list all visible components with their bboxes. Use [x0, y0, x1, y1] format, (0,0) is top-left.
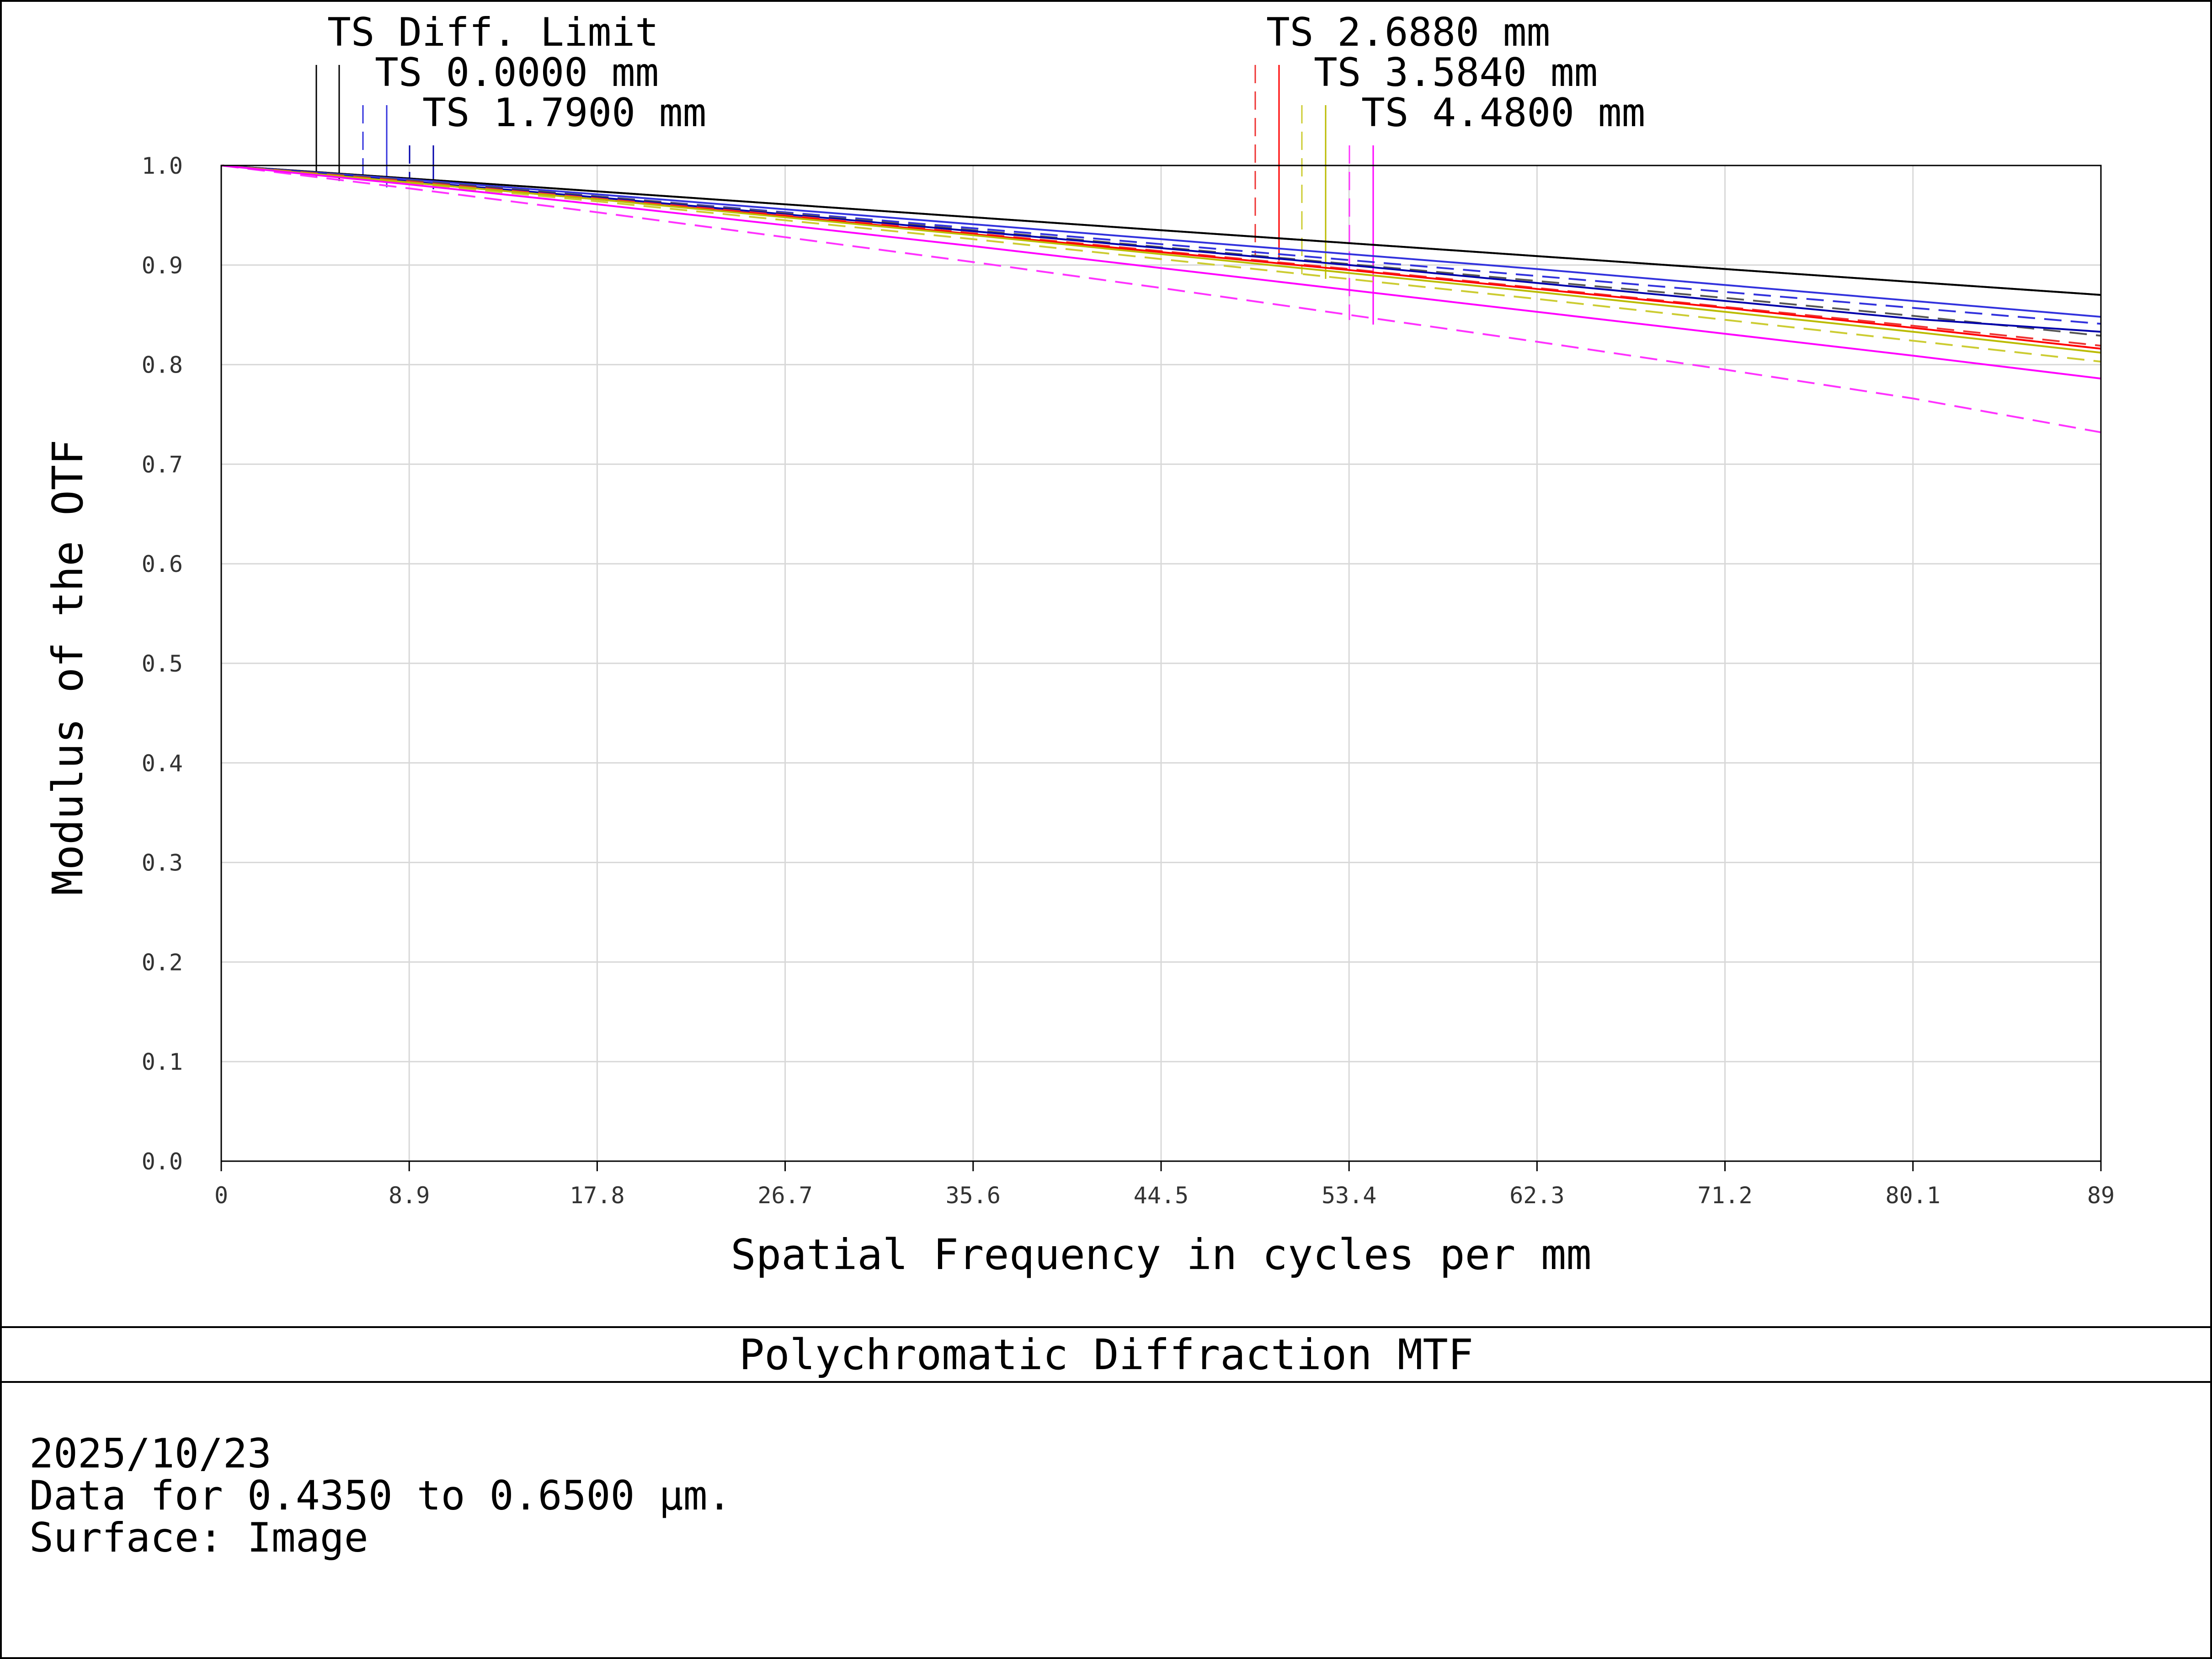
x-tick-label: 8.9	[389, 1182, 430, 1209]
x-tick-label: 35.6	[946, 1182, 1001, 1209]
y-tick-label: 0.2	[142, 949, 183, 976]
plot-grid	[220, 165, 2102, 1162]
footer-date: 2025/10/23	[29, 1430, 272, 1477]
y-tick-label: 0.6	[142, 551, 183, 577]
mtf-curve-t	[221, 165, 2101, 325]
y-tick-label: 0.5	[142, 651, 183, 677]
x-tick-label: 44.5	[1134, 1182, 1189, 1209]
y-tick-label: 0.0	[142, 1148, 183, 1175]
footer-wavelength-range: Data for 0.4350 to 0.6500 µm.	[29, 1472, 731, 1519]
y-tick-label: 0.9	[142, 252, 183, 279]
legend-label-diff-limit: TS Diff. Limit	[327, 10, 659, 55]
mtf-curve-t	[221, 165, 2101, 363]
y-tick-label: 0.1	[142, 1049, 183, 1075]
x-tick-label: 80.1	[1886, 1182, 1940, 1209]
x-tick-label: 89	[2087, 1182, 2115, 1209]
x-tick-label: 0	[214, 1182, 228, 1209]
legend-label-field-1p79mm: TS 1.7900 mm	[422, 90, 706, 136]
x-axis-ticks: 0 8.9 17.8 26.7 35.6 44.5 53.4 62.3 71.2 80.1 89	[214, 1161, 2115, 1209]
y-tick-label: 0.4	[142, 750, 183, 777]
y-axis-title: Modulus of the OTF	[43, 440, 92, 896]
mtf-curve-t	[221, 165, 2101, 347]
mtf-curve-s	[221, 165, 2101, 354]
mtf-curve-s	[221, 165, 2101, 318]
y-tick-label: 0.3	[142, 850, 183, 876]
legend-label-field-3p584mm: TS 3.5840 mm	[1314, 50, 1598, 96]
x-tick-label: 62.3	[1509, 1182, 1564, 1209]
y-tick-label: 0.8	[142, 352, 183, 379]
footer-surface: Surface: Image	[29, 1514, 368, 1561]
legend-markers	[315, 65, 1374, 325]
mtf-curves	[221, 165, 2101, 433]
x-tick-label: 17.8	[570, 1182, 624, 1209]
mtf-curve-s	[221, 165, 2101, 296]
x-tick-label: 26.7	[757, 1182, 812, 1209]
y-axis-ticks: 0.0 0.1 0.2 0.3 0.4 0.5 0.6 0.7 0.8 0.9 1.0	[142, 153, 183, 1175]
legend-label-field-0mm: TS 0.0000 mm	[375, 50, 659, 96]
mtf-curve-s	[221, 165, 2101, 333]
y-tick-label: 0.7	[142, 451, 183, 478]
y-tick-label: 1.0	[142, 153, 183, 179]
mtf-curve-s	[221, 165, 2101, 380]
x-tick-label: 53.4	[1322, 1182, 1376, 1209]
legend-label-field-2p688mm: TS 2.6880 mm	[1266, 10, 1550, 55]
mtf-curve-t	[221, 165, 2101, 337]
x-axis-title: Spatial Frequency in cycles per mm	[730, 1230, 1591, 1279]
mtf-curve-t	[221, 165, 2101, 433]
legend-label-field-4p48mm: TS 4.4800 mm	[1361, 90, 1645, 136]
chart-title-banner: Polychromatic Diffraction MTF	[739, 1330, 1473, 1379]
x-tick-label: 71.2	[1697, 1182, 1752, 1209]
